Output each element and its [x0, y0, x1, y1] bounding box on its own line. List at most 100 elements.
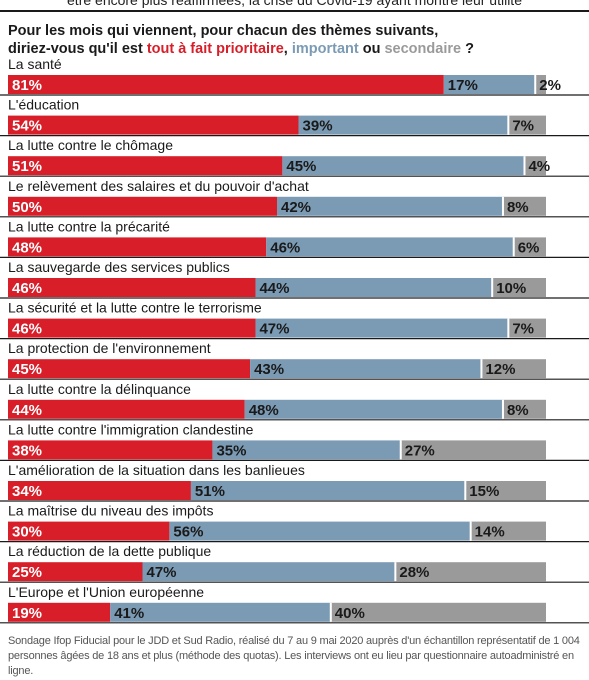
category-label: La réduction de la dette publique — [8, 543, 211, 559]
data-label: 17% — [448, 77, 478, 94]
data-label: 50% — [12, 199, 42, 216]
source-footnote: Sondage Ifop Fiducial pour le JDD et Sud… — [8, 635, 580, 677]
category-label: La lutte contre la précarité — [8, 218, 170, 234]
bar-segment — [443, 75, 536, 94]
segment-divider — [501, 399, 504, 419]
data-label: 6% — [518, 239, 540, 256]
data-label: 47% — [147, 564, 177, 581]
bar-segment — [212, 440, 401, 460]
bar-segment — [8, 481, 191, 500]
bar-segment — [502, 196, 546, 216]
bar-segment — [465, 481, 546, 500]
bar-segment — [8, 278, 256, 297]
category-label: La sauvegarde des services publics — [8, 259, 230, 275]
bar-segment — [8, 75, 444, 94]
data-label: 46% — [12, 321, 42, 338]
chart-row: La sécurité et la lutte contre le terror… — [0, 300, 589, 340]
bar-segment — [8, 237, 267, 257]
bar-segment — [8, 115, 299, 135]
bar-segment — [142, 562, 396, 582]
question-text: diriez-vous qu'il est — [8, 41, 147, 57]
segment-divider — [394, 562, 397, 582]
data-label: 45% — [286, 158, 316, 175]
data-label: 48% — [12, 239, 42, 256]
segment-divider — [512, 237, 515, 257]
chart-row: La réduction de la dette publique 25% 47% 2… — [0, 543, 589, 583]
question-sep-2: ou — [358, 41, 385, 57]
data-label: 19% — [12, 605, 42, 622]
category-label: L'amélioration de la situation dans les … — [8, 462, 305, 478]
cut-header-text: être encore plus réaffirmées, la crise d… — [0, 0, 589, 12]
bar-segment — [8, 318, 256, 338]
bar-segment — [190, 481, 466, 500]
data-label: 56% — [173, 524, 203, 541]
segment-divider — [491, 278, 494, 297]
segment-divider — [534, 75, 537, 94]
chart-row: Le relèvement des salaires et du pouvoir… — [0, 178, 589, 218]
category-label: Le relèvement des salaires et du pouvoir… — [8, 178, 309, 194]
question-line-1: Pour les mois qui viennent, pour chacun … — [8, 23, 439, 39]
data-label: 4% — [528, 158, 550, 175]
data-label: 45% — [12, 361, 42, 378]
bar-segment — [110, 602, 331, 622]
data-label: 40% — [335, 605, 365, 622]
bar-segment — [8, 399, 245, 419]
data-label: 43% — [254, 361, 284, 378]
chart-row: La protection de l'environnement 45% 43% 12… — [0, 340, 589, 380]
bar-segment — [8, 359, 251, 379]
data-label: 42% — [281, 199, 311, 216]
data-label: 44% — [259, 280, 289, 297]
chart-row: L'amélioration de la situation dans les … — [0, 462, 589, 502]
category-label: L'éducation — [8, 97, 79, 113]
bar-segment — [535, 75, 546, 94]
category-label: La maîtrise du niveau des impôts — [8, 503, 213, 519]
bar-segment — [282, 156, 525, 176]
category-label: La lutte contre la délinquance — [8, 381, 191, 397]
category-label: L'Europe et l'Union européenne — [8, 584, 204, 600]
data-label: 38% — [12, 442, 42, 459]
bar-segment — [400, 440, 546, 460]
segment-divider — [469, 521, 472, 541]
category-label: La lutte contre le chômage — [8, 137, 173, 153]
segment-divider — [501, 196, 504, 216]
segment-divider — [399, 440, 402, 460]
legend-secondaire: secondaire — [384, 41, 462, 57]
segment-divider — [523, 156, 526, 176]
legend-prioritaire: tout à fait prioritaire — [146, 41, 284, 57]
data-label: 2% — [539, 77, 561, 94]
data-label: 54% — [12, 118, 42, 135]
question-line-2: diriez-vous qu'il est tout à fait priori… — [8, 40, 583, 58]
data-label: 47% — [259, 321, 289, 338]
chart-row: La lutte contre la précarité 48% 46% 6% — [0, 218, 589, 258]
bar-segment — [508, 318, 546, 338]
data-label: 35% — [216, 442, 246, 459]
category-label: La protection de l'environnement — [8, 340, 211, 356]
bar-segment — [330, 602, 546, 622]
data-label: 7% — [512, 118, 534, 135]
bar-segment — [255, 318, 509, 338]
data-label: 14% — [475, 524, 505, 541]
bar-segment — [169, 521, 471, 541]
bar-segment — [8, 521, 170, 541]
data-label: 44% — [12, 402, 42, 419]
data-label: 30% — [12, 524, 42, 541]
segment-divider — [507, 115, 510, 135]
data-label: 48% — [249, 402, 279, 419]
bar-segment — [481, 359, 546, 379]
data-label: 46% — [12, 280, 42, 297]
chart-row: La maîtrise du niveau des impôts 30% 56% 14… — [0, 503, 589, 543]
chart-row: La lutte contre l'immigration clandestin… — [0, 421, 589, 461]
data-label: 25% — [12, 564, 42, 581]
data-label: 39% — [303, 118, 333, 135]
legend-important: important — [291, 41, 359, 57]
bar-segment — [8, 440, 213, 460]
bar-segment — [513, 237, 546, 257]
chart-row: La santé 81% 17% 2% — [0, 56, 589, 96]
bar-segment — [266, 237, 514, 257]
bar-segment — [395, 562, 546, 582]
data-label: 41% — [114, 605, 144, 622]
question-sep-1: , — [283, 41, 292, 57]
chart-row: La lutte contre le chômage 51% 45% 4% — [0, 137, 589, 177]
chart-row: La lutte contre la délinquance 44% 48% 8% — [0, 381, 589, 421]
bar-segment — [277, 196, 503, 216]
